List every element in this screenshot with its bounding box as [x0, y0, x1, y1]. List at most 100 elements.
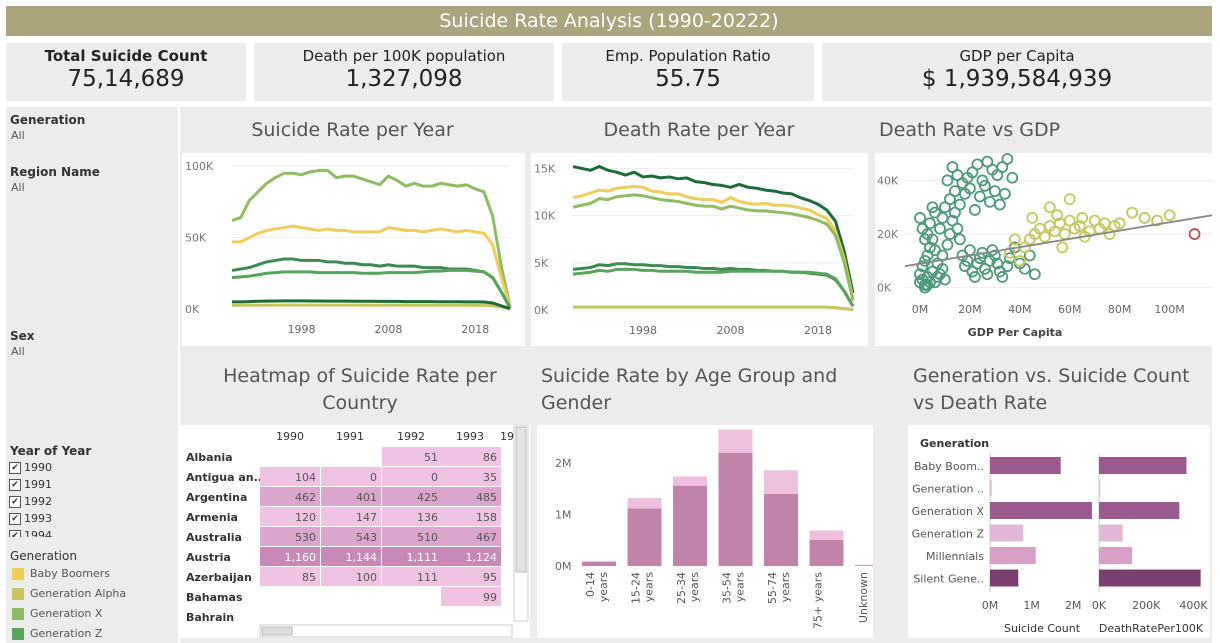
legend-swatch: [12, 608, 24, 620]
checkbox-checked-icon[interactable]: ✔: [9, 496, 21, 508]
age-bar-segment: [582, 560, 616, 562]
heatmap-cell: [260, 467, 320, 486]
year-item[interactable]: ✔ 1990: [9, 461, 52, 474]
scatter-point: [993, 265, 1006, 278]
legend-swatch: [12, 588, 24, 600]
y-tick-label: 2M: [555, 457, 572, 470]
series-line: [231, 268, 512, 309]
scatter-point: [1076, 212, 1089, 224]
kpi-death-per-100k: Death per 100K population 1,327,098: [254, 43, 554, 101]
heatmap-chart[interactable]: 1990 1991 1992 1993 19 Albania 51 86 Antigua an.…: [180, 425, 530, 638]
x-tick-label: years: [597, 572, 610, 603]
kpi-label: Death per 100K population: [302, 47, 506, 65]
scatter-point: [1051, 209, 1064, 222]
heatmap-cell: [441, 467, 501, 486]
filter-sex-dropdown[interactable]: All: [11, 345, 25, 358]
year-checkbox-list[interactable]: ✔ 1990 ✔ 1991 ✔ 1992 ✔ 1993 ✔ 1994: [6, 459, 178, 537]
checkbox-checked-icon[interactable]: ✔: [9, 462, 21, 474]
x-tick-label: 0K: [1092, 599, 1107, 612]
generation-bar: [1099, 547, 1133, 564]
category-label: Generation X: [912, 505, 985, 518]
x-tick-label: 1M: [1023, 599, 1040, 612]
x-tick-label: 15-24: [630, 572, 643, 604]
dashboard-title: Suicide Rate Analysis (1990-20222): [6, 6, 1212, 36]
x-tick-label: 80M: [1108, 303, 1132, 316]
suicide-per-year-chart[interactable]: 0K 50K 100K 1998 2008 2018: [182, 153, 525, 346]
year-item[interactable]: ✔ 1994: [9, 529, 52, 537]
heatmap-cell: [260, 547, 320, 566]
horizontal-scrollbar: [259, 624, 513, 638]
x-tick-label: 2008: [717, 324, 745, 337]
y-tick-label: 10K: [534, 210, 556, 223]
scatter-point: [934, 222, 946, 235]
scatter-point: [929, 276, 941, 289]
year-item[interactable]: ✔ 1992: [9, 495, 52, 508]
legend-item[interactable]: Generation X: [12, 607, 102, 620]
checkbox-checked-icon[interactable]: ✔: [9, 479, 21, 491]
scatter-point: [993, 198, 1006, 211]
death-per-year-chart[interactable]: 0K 5K 10K 15K 1998 2008 2018: [531, 153, 868, 346]
heatmap-value: 120: [295, 511, 316, 524]
heatmap-value: 147: [356, 511, 377, 524]
scatter-point: [976, 174, 989, 187]
filter-panel: Generation All Region Name All Sex All Y…: [6, 107, 178, 643]
death-vs-gdp-panel: 0K 20K 40K 0M 20M 40M 60M 80M 100M GDP Per Capita: [875, 153, 1213, 346]
heatmap-cell: [260, 527, 320, 546]
y-tick-label: 0K: [877, 282, 892, 295]
age-gender-panel: 0M 1M 2M 0-14 years 15-24 years 25-34 years 35-54…: [537, 425, 889, 638]
legend-item[interactable]: Generation Alpha: [12, 587, 126, 600]
scatter-point: [916, 222, 929, 235]
scatter-point: [988, 185, 1001, 198]
generation-bar: [1099, 524, 1123, 542]
category-label: Generation Z: [912, 528, 985, 541]
legend-item[interactable]: Generation Z: [12, 627, 102, 640]
checkbox-checked-icon[interactable]: ✔: [9, 513, 21, 525]
kpi-value: 55.75: [655, 66, 721, 92]
x-axis-label: GDP Per Capita: [968, 326, 1063, 339]
heatmap-value: 51: [424, 451, 438, 464]
age-bar-segment: [582, 561, 616, 566]
death-vs-gdp-chart[interactable]: 0K 20K 40K 0M 20M 40M 60M 80M 100M GDP Per Capita: [875, 153, 1213, 346]
scatter-point: [1073, 220, 1086, 232]
generation-bar: [990, 547, 1036, 564]
trend-line: [904, 214, 1213, 268]
scatter-point: [1013, 254, 1026, 267]
filter-region-dropdown[interactable]: All: [11, 181, 25, 194]
generation-bar: [1099, 479, 1101, 497]
filter-generation-dropdown[interactable]: All: [11, 129, 25, 142]
scatter-point: [914, 212, 926, 224]
heatmap-value: 100: [356, 571, 377, 584]
y-tick-label: 1M: [555, 509, 572, 522]
x-tick-label: 75+ years: [812, 572, 825, 629]
heatmap-cell: [441, 447, 501, 466]
scatter-point: [926, 201, 939, 214]
scatter-point: [1028, 268, 1041, 281]
heatmap-value: 530: [295, 531, 316, 544]
age-bar-segment: [627, 498, 662, 509]
checkbox-checked-icon[interactable]: ✔: [9, 530, 21, 537]
scatter-point: [1008, 233, 1021, 246]
scatter-point: [941, 238, 954, 251]
suicide-per-year-panel: 0K 50K 100K 1998 2008 2018: [182, 153, 525, 346]
chart-title-heatmap: Heatmap of Suicide Rate per Country: [223, 365, 497, 414]
heatmap-value: 1,124: [466, 551, 498, 564]
kpi-emp-population-ratio: Emp. Population Ratio 55.75: [562, 43, 814, 101]
scatter-point: [916, 260, 929, 273]
scatter-point: [919, 233, 931, 246]
generation-chart[interactable]: Generation Baby Boom.. Generation .. Genera…: [908, 425, 1210, 638]
heatmap-value: 485: [476, 491, 497, 504]
series-line: [232, 303, 511, 311]
category-label: Generation ..: [912, 483, 984, 496]
heatmap-value: 462: [295, 491, 316, 504]
year-item[interactable]: ✔ 1993: [9, 512, 52, 525]
age-bar-segment: [809, 530, 844, 540]
scatter-point: [936, 212, 949, 224]
kpi-gdp-per-capita: GDP per Capita $ 1,939,584,939: [822, 43, 1212, 101]
heatmap-row-label: Bahamas: [186, 591, 243, 604]
scrollbar-thumb: [515, 426, 527, 573]
legend-item[interactable]: Baby Boomers: [12, 567, 110, 580]
scatter-point: [963, 244, 976, 257]
year-item[interactable]: ✔ 1991: [9, 478, 52, 491]
scatter-point: [981, 268, 994, 281]
